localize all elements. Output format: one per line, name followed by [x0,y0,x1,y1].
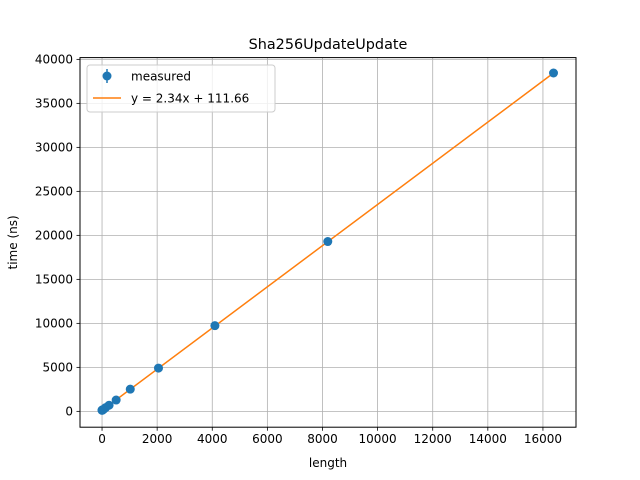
y-tick-label: 5000 [42,361,73,375]
legend-label-fit: y = 2.34x + 111.66 [131,92,249,106]
x-tick-label: 0 [98,432,106,446]
grid-lines [80,57,576,428]
legend-label-measured: measured [131,70,191,84]
x-axis-label: length [309,456,347,470]
data-points-layer [97,68,559,415]
y-tick-label: 20000 [35,229,73,243]
x-tick-label: 4000 [197,432,228,446]
x-tick-label: 8000 [307,432,338,446]
y-tick-label: 10000 [35,317,73,331]
x-tick-label: 12000 [414,432,452,446]
y-tick-label: 15000 [35,273,73,287]
data-point [323,237,333,247]
y-tick-label: 0 [65,405,73,419]
data-point [111,395,121,405]
x-tick-label: 14000 [469,432,507,446]
legend-box [86,64,276,113]
y-tick-label: 30000 [35,141,73,155]
legend: measured y = 2.34x + 111.66 [86,64,276,113]
plot-frame [79,57,577,428]
data-point [125,384,135,394]
y-tick-label: 25000 [35,185,73,199]
x-tick-label: 10000 [359,432,397,446]
x-tick-label: 6000 [252,432,283,446]
y-tick-label: 40000 [35,53,73,67]
x-tick-label: 2000 [142,432,173,446]
x-tick-label: 16000 [524,432,562,446]
data-point [549,68,559,78]
chart-title: Sha256UpdateUpdate [249,37,408,53]
y-axis-ticks: 0 5000 10000 15000 20000 25000 30000 35000 40000 [35,53,80,419]
data-point [104,400,114,410]
data-point [153,363,163,373]
y-tick-label: 35000 [35,97,73,111]
legend-point-marker [102,71,112,81]
x-axis-ticks: 0 2000 4000 6000 8000 10000 12000 14000 16000 [98,427,562,446]
y-axis-label: time (ns) [6,215,20,269]
data-point [210,321,220,331]
